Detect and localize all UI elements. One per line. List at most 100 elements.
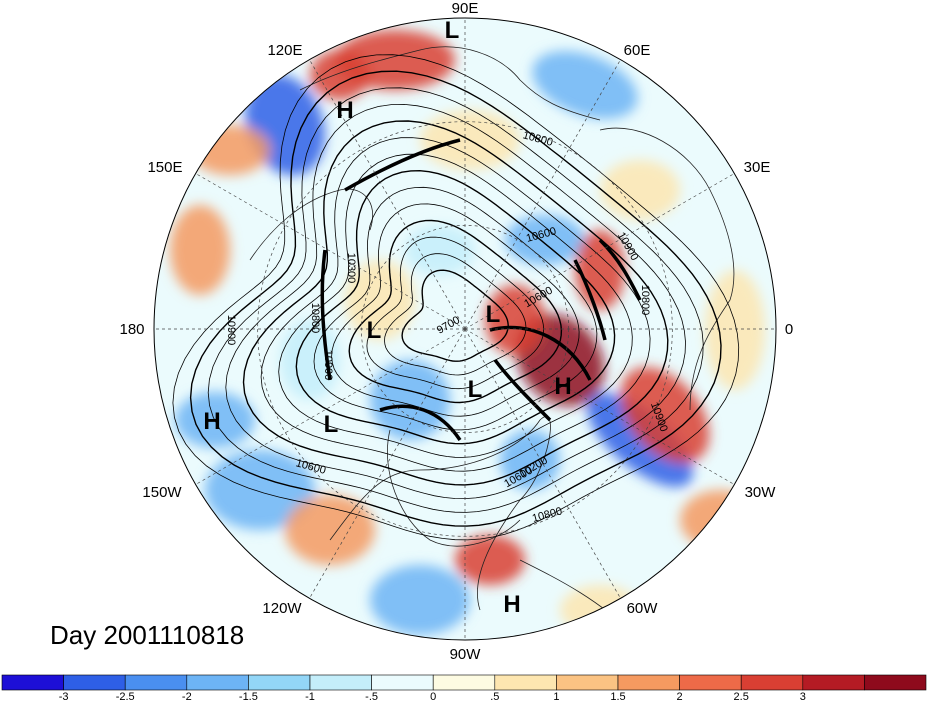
colorbar-tick-label: 3 xyxy=(800,691,806,702)
anomaly-patch xyxy=(285,495,375,565)
longitude-label: 120E xyxy=(267,42,302,59)
height-contour xyxy=(189,70,722,527)
colorbar-swatch xyxy=(186,674,249,691)
longitude-label: 180 xyxy=(119,321,144,338)
anomaly-patch xyxy=(370,565,470,635)
map-disc xyxy=(154,18,776,640)
colorbar-tick-label: -2.5 xyxy=(116,691,135,702)
colorbar-tick-label: -3 xyxy=(59,691,69,702)
high-pressure-label: H xyxy=(554,373,571,400)
anomaly-patch xyxy=(532,51,638,119)
height-contour xyxy=(172,54,740,541)
high-pressure-label: H xyxy=(503,591,520,618)
colorbar-swatch xyxy=(1,674,64,691)
jet-contour xyxy=(320,249,332,381)
longitude-label: 90E xyxy=(452,0,479,17)
colorbar-swatch xyxy=(864,674,927,691)
low-pressure-label: L xyxy=(486,301,501,328)
height-contour xyxy=(384,253,527,376)
longitude-labels: 90E 60E 30E 0 30W 60W 90W 120W 150W 180 150E 120E xyxy=(119,0,793,663)
height-contour xyxy=(366,236,545,390)
height-contour xyxy=(331,203,580,417)
height-contour xyxy=(225,103,686,500)
height-contours xyxy=(172,54,740,541)
colorbar-swatch xyxy=(432,674,496,691)
graticule xyxy=(154,18,776,640)
height-contour xyxy=(401,269,509,362)
jet-contour xyxy=(493,358,552,422)
colorbar-tick-label: 0 xyxy=(430,691,436,702)
colorbar-swatch xyxy=(802,674,865,691)
longitude-label: 60E xyxy=(624,42,651,59)
colorbar-swatch xyxy=(63,674,126,691)
jet-contour xyxy=(379,404,462,441)
anomaly-patch xyxy=(310,50,370,100)
longitude-label: 60W xyxy=(627,600,659,617)
anomaly-patch xyxy=(455,535,525,585)
colorbar-swatch xyxy=(248,674,311,691)
height-contour xyxy=(295,169,616,445)
colorbar-swatch xyxy=(556,674,619,691)
anomaly-patch xyxy=(190,125,270,175)
contour-value-label: 10800 xyxy=(639,285,651,316)
meridian-line xyxy=(464,328,621,599)
pressure-centers: L H L L L H L H H xyxy=(203,17,571,618)
colorbar-swatch xyxy=(679,674,742,691)
coastline xyxy=(599,127,735,411)
day-title: Day 2001110818 xyxy=(50,620,244,650)
height-contour xyxy=(242,120,669,486)
high-pressure-label: H xyxy=(203,408,220,435)
anomaly-patch xyxy=(485,285,545,355)
meridian-line xyxy=(195,328,466,485)
colorbar-tick-label: .5 xyxy=(490,691,499,702)
anomaly-patch xyxy=(370,360,450,440)
longitude-label: 150E xyxy=(147,159,182,176)
coastline xyxy=(249,188,373,261)
height-contour xyxy=(278,153,633,458)
anomaly-patch xyxy=(600,160,680,220)
contour-value-label: 10300 xyxy=(345,253,357,284)
colorbar-swatch xyxy=(124,674,188,691)
longitude-label: 0 xyxy=(785,321,793,338)
colorbar-tick-label: -2 xyxy=(182,691,192,702)
anomaly-field xyxy=(170,30,765,635)
anomaly-patch xyxy=(500,430,560,490)
colorbar-tick-label: 2.5 xyxy=(734,691,749,702)
height-contour xyxy=(260,137,651,472)
high-pressure-label: H xyxy=(336,97,353,124)
anomaly-patch xyxy=(405,225,475,275)
low-pressure-label: L xyxy=(324,411,339,438)
colorbar-tick-label: 1.5 xyxy=(610,691,625,702)
jet-contour xyxy=(598,238,642,301)
colorbar-tick-label: -1 xyxy=(305,691,315,702)
colorbar-swatch xyxy=(617,674,680,691)
longitude-label: 30W xyxy=(745,484,777,501)
meridian-line xyxy=(195,173,466,330)
colorbar-swatch xyxy=(371,674,434,691)
anomaly-patch xyxy=(170,205,230,295)
meridian-line xyxy=(309,328,466,599)
low-pressure-label: L xyxy=(367,317,382,344)
coastline xyxy=(299,46,601,121)
longitude-label: 120W xyxy=(262,600,302,617)
longitude-label: 90W xyxy=(450,646,482,663)
jet-contour xyxy=(489,325,592,381)
parallel-circle xyxy=(257,121,673,537)
jet-contour xyxy=(344,138,461,192)
colorbar-tick-label: 2 xyxy=(677,691,683,702)
longitude-label: 30E xyxy=(744,159,771,176)
colorbar-tick-label: -1.5 xyxy=(239,691,258,702)
disc-outline xyxy=(153,17,777,641)
anomaly-patch xyxy=(705,270,765,390)
colorbar-swatch xyxy=(494,674,557,691)
height-contour xyxy=(313,186,598,431)
longitude-label: 150W xyxy=(142,484,182,501)
low-pressure-label: L xyxy=(445,17,460,44)
meridian-line xyxy=(309,59,466,330)
anomaly-patch xyxy=(205,450,315,530)
height-contour xyxy=(207,87,704,513)
colorbar-tick-label: -.5 xyxy=(365,691,378,702)
jet-contour xyxy=(573,259,607,341)
colorbar-swatch xyxy=(309,674,372,691)
